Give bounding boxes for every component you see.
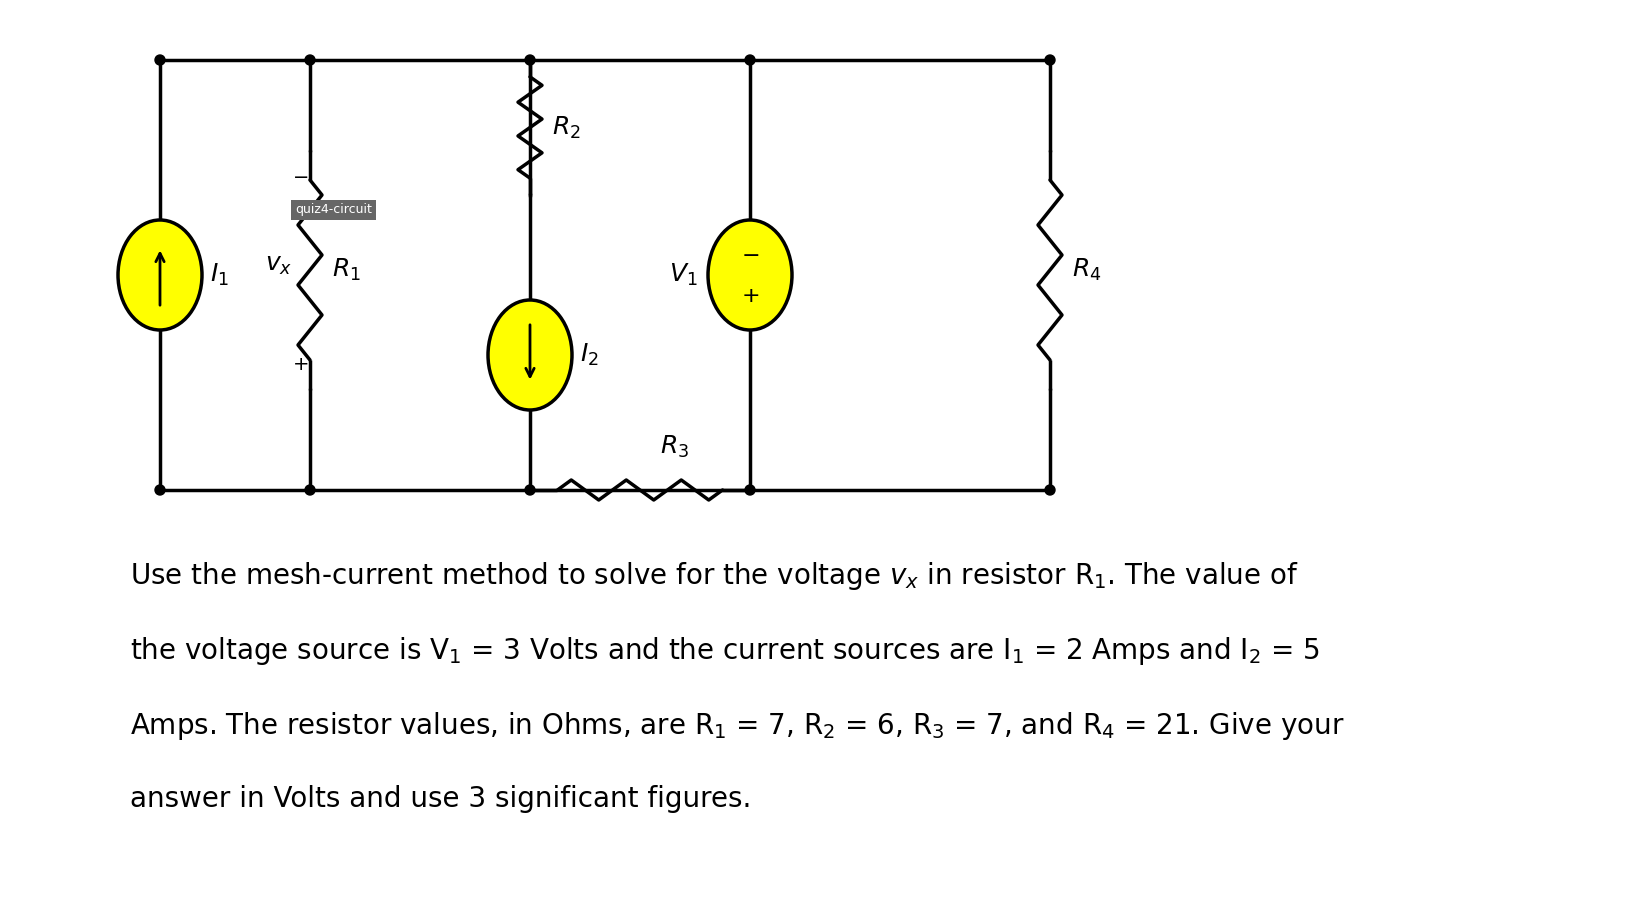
Text: Amps. The resistor values, in Ohms, are R$_1$ = 7, R$_2$ = 6, R$_3$ = 7, and R$_: Amps. The resistor values, in Ohms, are … — [130, 710, 1345, 742]
Text: $I_2$: $I_2$ — [579, 342, 599, 368]
Text: $-$: $-$ — [291, 166, 308, 184]
Circle shape — [746, 485, 756, 495]
Text: $V_1$: $V_1$ — [670, 262, 698, 288]
Circle shape — [305, 485, 314, 495]
Circle shape — [525, 485, 535, 495]
Circle shape — [746, 55, 756, 65]
Text: the voltage source is V$_1$ = 3 Volts and the current sources are I$_1$ = 2 Amps: the voltage source is V$_1$ = 3 Volts an… — [130, 635, 1320, 667]
Text: $R_2$: $R_2$ — [551, 114, 581, 140]
Text: $+$: $+$ — [291, 356, 308, 374]
Text: quiz4-circuit: quiz4-circuit — [295, 203, 372, 217]
Text: $-$: $-$ — [741, 244, 759, 264]
Circle shape — [525, 55, 535, 65]
Ellipse shape — [708, 220, 792, 330]
Text: $+$: $+$ — [741, 286, 759, 306]
Circle shape — [155, 55, 165, 65]
Circle shape — [305, 55, 314, 65]
Ellipse shape — [119, 220, 202, 330]
Text: answer in Volts and use 3 significant figures.: answer in Volts and use 3 significant fi… — [130, 785, 751, 813]
Circle shape — [155, 485, 165, 495]
Text: Use the mesh-current method to solve for the voltage $v_x$ in resistor R$_1$. Th: Use the mesh-current method to solve for… — [130, 560, 1299, 592]
Circle shape — [1045, 485, 1055, 495]
Text: $R_4$: $R_4$ — [1072, 256, 1101, 284]
Text: $R_3$: $R_3$ — [660, 434, 690, 460]
Text: $I_1$: $I_1$ — [211, 262, 229, 288]
Circle shape — [1045, 55, 1055, 65]
Text: $v_x$: $v_x$ — [265, 253, 291, 277]
Text: $R_1$: $R_1$ — [332, 256, 360, 284]
Ellipse shape — [487, 300, 573, 410]
